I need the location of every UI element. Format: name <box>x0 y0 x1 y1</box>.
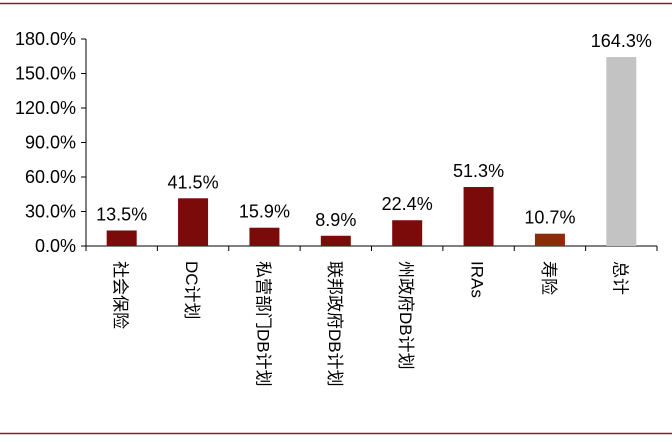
data-label: 22.4% <box>382 194 433 214</box>
data-labels: 13.5% 41.5% 15.9% 8.9% 22.4% 51.3% 10.7% 164.3% <box>96 31 652 230</box>
bar <box>106 230 137 246</box>
y-tick-label: 180.0% <box>15 29 76 49</box>
category-label: DC计划 <box>182 261 201 320</box>
bar <box>392 220 423 246</box>
bar <box>178 198 209 246</box>
category-label: 总计 <box>610 261 629 295</box>
category-label: 寿险 <box>539 261 558 295</box>
category-label: IRAs <box>468 261 487 298</box>
y-tick-label: 30.0% <box>25 202 76 222</box>
category-label: 社会保险 <box>111 261 130 329</box>
bar <box>534 233 565 246</box>
data-label: 13.5% <box>96 204 147 224</box>
y-axis: 0.0% 30.0% 60.0% 90.0% 120.0% 150.0% 180.0% <box>15 29 87 256</box>
category-label: 州政府DB计划 <box>396 261 415 370</box>
y-tick-label: 150.0% <box>15 64 76 84</box>
bar <box>249 227 280 246</box>
y-tick-label: 120.0% <box>15 98 76 118</box>
data-label: 41.5% <box>168 172 219 192</box>
bars <box>106 57 637 247</box>
data-label: 10.7% <box>524 208 575 228</box>
y-tick-label: 60.0% <box>25 167 76 187</box>
category-labels: 社会保险 DC计划 私营部门DB计划 联邦政府DB计划 州政府DB计划 IRAs 寿险 总计 <box>111 261 630 387</box>
y-tick-label: 90.0% <box>25 133 76 153</box>
bar <box>606 57 637 247</box>
data-label: 51.3% <box>453 161 504 181</box>
data-label: 8.9% <box>315 210 356 230</box>
data-label: 15.9% <box>239 202 290 222</box>
x-axis <box>85 245 658 251</box>
category-label: 私营部门DB计划 <box>253 261 272 387</box>
y-tick-label: 0.0% <box>35 236 76 256</box>
bar <box>463 187 494 246</box>
category-label: 联邦政府DB计划 <box>325 261 344 387</box>
data-label: 164.3% <box>591 31 652 51</box>
bar <box>320 235 351 246</box>
